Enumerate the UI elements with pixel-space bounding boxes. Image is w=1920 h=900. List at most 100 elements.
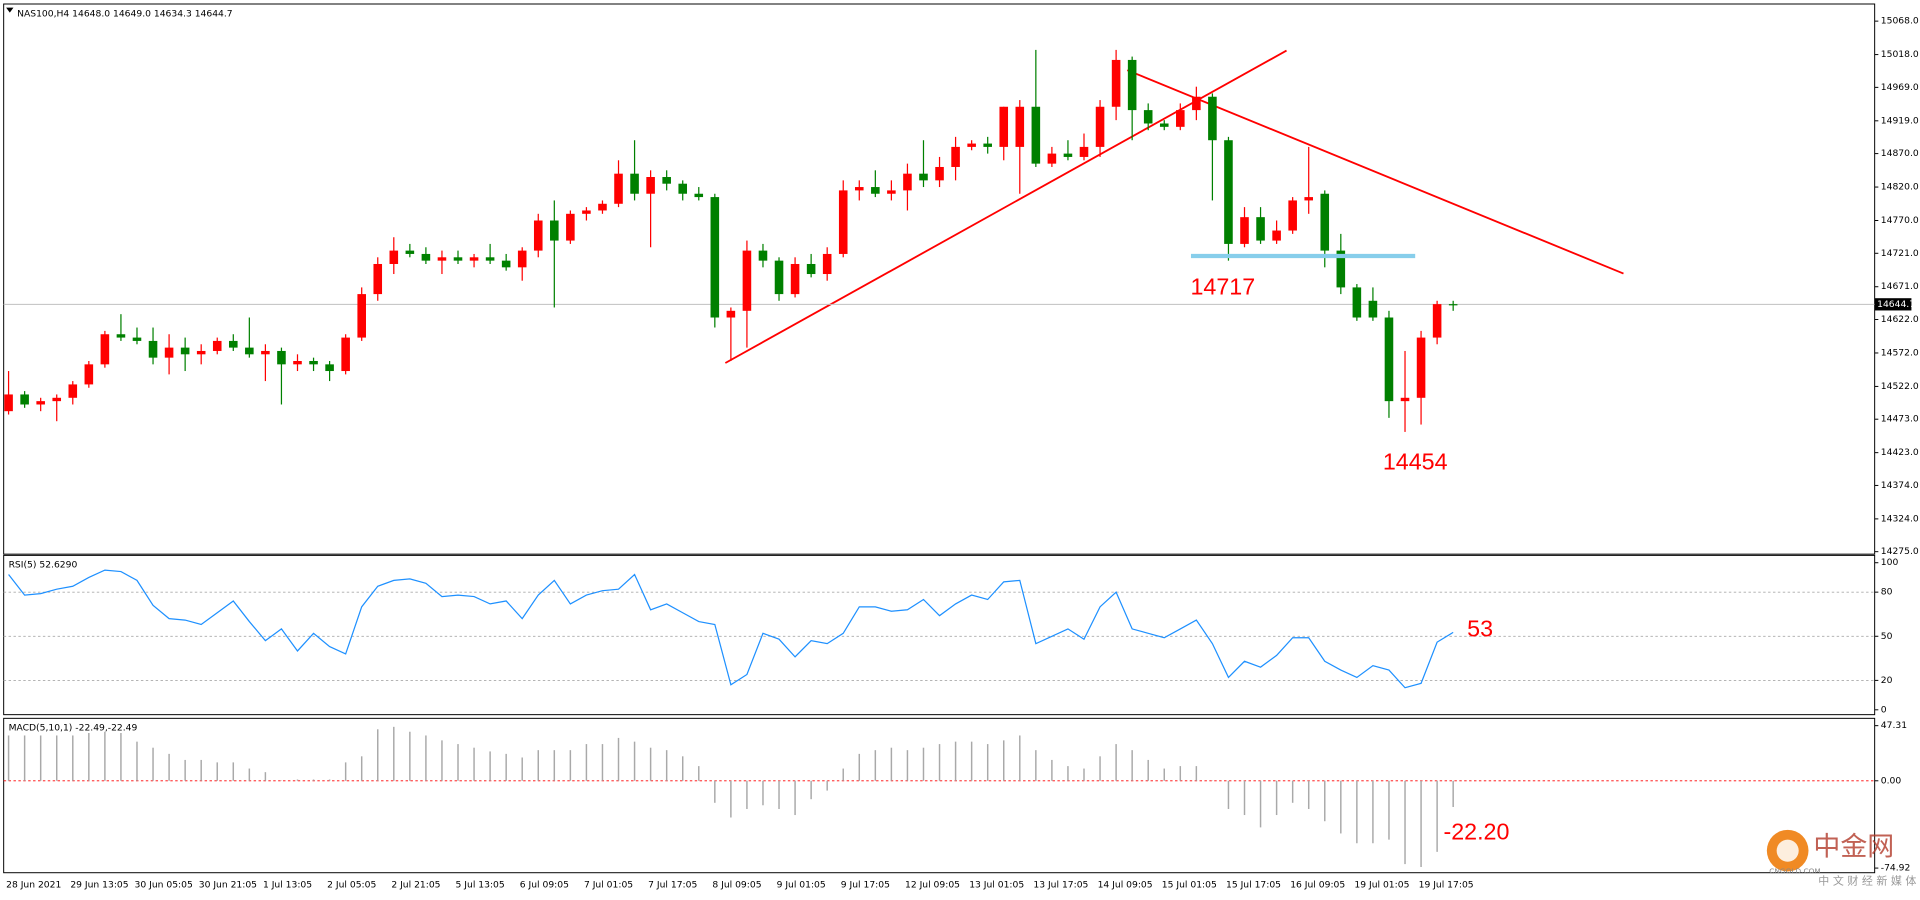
rsi-line: [8, 569, 1454, 689]
candle-body: [1224, 140, 1233, 244]
x-tick-label: 30 Jun 05:05: [135, 879, 193, 890]
candle-body: [1288, 200, 1297, 231]
candle-body: [4, 394, 13, 412]
candle-body: [437, 257, 447, 261]
y-tick-label: 14969.0: [1881, 82, 1919, 93]
annotation: 14454: [1383, 449, 1448, 475]
candle-body: [967, 143, 976, 147]
y-tick-label: 14572.0: [1881, 347, 1919, 358]
candle-body: [1272, 230, 1281, 241]
y-tick-label: 14275.0: [1881, 546, 1919, 557]
candle-body: [84, 364, 94, 385]
candle-body: [566, 213, 575, 241]
candle-body: [1336, 250, 1346, 288]
candle-body: [261, 350, 270, 355]
y-tick-label: 47.31: [1881, 720, 1907, 731]
y-tick-label: 0: [1881, 704, 1887, 715]
candle-body: [1368, 300, 1378, 318]
candle-body: [822, 253, 832, 275]
candle-body: [678, 183, 688, 194]
candle-body: [790, 263, 800, 295]
x-tick-label: 7 Jul 17:05: [648, 879, 697, 890]
candle-body: [1352, 287, 1362, 318]
candle-body: [598, 203, 607, 211]
candle-body: [341, 337, 350, 372]
x-tick-label: 14 Jul 09:05: [1098, 879, 1153, 890]
candle-body: [501, 260, 511, 268]
x-tick-label: 8 Jul 09:05: [712, 879, 761, 890]
macd-title: MACD(5,10,1) -22.49,-22.49: [9, 723, 138, 734]
brand: 中金网: [1813, 832, 1894, 863]
candle-body: [630, 173, 639, 194]
y-tick-label: 80: [1881, 587, 1893, 598]
candle-body: [116, 334, 126, 338]
candle-body: [758, 250, 768, 261]
candle-body: [453, 257, 463, 261]
candle-body: [694, 193, 704, 198]
rsi-panel: [3, 554, 1876, 716]
candle-body: [1400, 397, 1410, 402]
candle-body: [1047, 153, 1057, 164]
candle-body: [533, 220, 543, 251]
candle-body: [1320, 193, 1330, 251]
y-tick-label: 14721.0: [1881, 248, 1919, 259]
candle-body: [485, 257, 495, 261]
candle-body: [919, 173, 928, 181]
candle-body: [1416, 337, 1426, 398]
candle-body: [1384, 317, 1394, 402]
slogan: 中 文 财 经 新 媒 体: [1818, 873, 1916, 887]
x-tick-label: 28 Jun 2021: [6, 879, 61, 890]
candle-body: [68, 384, 78, 398]
candle-body: [1063, 153, 1073, 157]
rsi-title: RSI(5) 52.6290: [9, 560, 78, 571]
x-tick-label: 16 Jul 09:05: [1290, 879, 1345, 890]
candle-body: [389, 250, 399, 264]
price-panel: [3, 3, 1876, 555]
candle-body: [132, 337, 142, 341]
y-tick-label: -74.92: [1881, 863, 1911, 874]
y-tick-label: 15018.0: [1881, 49, 1919, 60]
y-tick-label: 14324.0: [1881, 513, 1919, 524]
y-tick-label: 15068.0: [1881, 16, 1919, 27]
candle-body: [1432, 304, 1442, 338]
x-tick-label: 1 Jul 13:05: [263, 879, 312, 890]
candle-body: [1448, 304, 1458, 306]
x-tick-label: 2 Jul 21:05: [391, 879, 440, 890]
candle-body: [710, 197, 720, 318]
candle-body: [164, 347, 174, 358]
x-tick-label: 19 Jul 17:05: [1419, 879, 1474, 890]
candle-body: [550, 220, 559, 241]
candle-body: [309, 360, 318, 365]
y-tick-label: 50: [1881, 631, 1893, 642]
candle-body: [229, 340, 238, 348]
x-tick-label: 2 Jul 05:05: [327, 879, 376, 890]
candle-body: [517, 250, 527, 268]
x-tick-label: 13 Jul 17:05: [1033, 879, 1088, 890]
x-tick-label: 13 Jul 01:05: [969, 879, 1024, 890]
candle-body: [1159, 123, 1169, 127]
logo-inner: [1776, 839, 1799, 862]
candle-body: [196, 350, 206, 355]
candle-body: [1256, 217, 1265, 241]
price-box: [1874, 298, 1912, 311]
candle-body: [469, 257, 479, 261]
candle-body: [1127, 59, 1137, 111]
candle-body: [148, 340, 158, 358]
watermark: 中金网 CNGOLD.COM 中 文 财 经 新 媒 体: [1766, 829, 1916, 887]
menu-arrow: [6, 7, 14, 13]
candle-body: [325, 364, 334, 372]
annotation: 53: [1467, 615, 1493, 641]
candle-body: [1143, 110, 1153, 124]
candle-body: [614, 173, 623, 204]
candle-body: [903, 173, 912, 191]
candle-body: [935, 166, 944, 181]
candle-body: [1192, 96, 1201, 111]
candle-body: [277, 350, 286, 365]
x-tick-label: 5 Jul 13:05: [456, 879, 505, 890]
x-tick-label: 6 Jul 09:05: [520, 879, 569, 890]
candle-body: [871, 187, 880, 194]
y-tick-label: 14870.0: [1881, 148, 1919, 159]
candle-body: [20, 394, 29, 405]
candle-body: [100, 334, 110, 365]
candle-body: [582, 210, 591, 214]
